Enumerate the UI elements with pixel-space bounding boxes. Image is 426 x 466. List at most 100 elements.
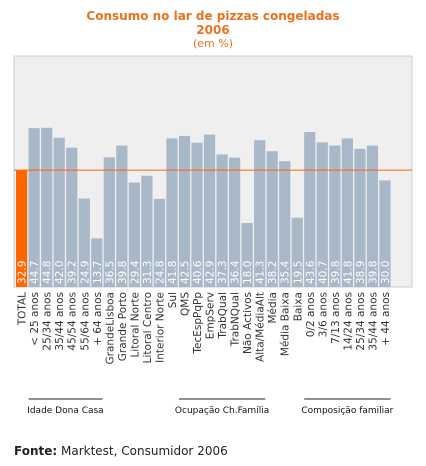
data-label: 31.3 bbox=[142, 261, 154, 284]
bar bbox=[291, 217, 303, 287]
data-label: 38.2 bbox=[267, 261, 279, 284]
bar bbox=[366, 145, 379, 287]
category-label: Litoral Norte bbox=[129, 292, 141, 358]
category-label: + 64 anos bbox=[92, 292, 104, 346]
data-label: 39.8 bbox=[330, 261, 342, 284]
source-label: Fonte: bbox=[14, 444, 58, 458]
category-label: 7/13 anos bbox=[330, 292, 342, 344]
data-label: 29.4 bbox=[129, 260, 141, 284]
category-label: < 25 anos bbox=[29, 292, 41, 346]
bar bbox=[203, 134, 216, 287]
data-label: 42.0 bbox=[54, 261, 66, 284]
category-label: 14/24 anos bbox=[342, 292, 354, 351]
data-label: 32.9 bbox=[17, 261, 29, 284]
bar bbox=[316, 142, 328, 287]
bar-total bbox=[16, 170, 28, 287]
data-label: 39.8 bbox=[117, 261, 129, 284]
bar bbox=[141, 175, 153, 287]
bar bbox=[329, 145, 341, 287]
category-label: 55/64 anos bbox=[79, 292, 91, 351]
category-label: Não Activos bbox=[242, 292, 254, 354]
category-label: EmpServ bbox=[205, 292, 217, 339]
chart-subtitle: 2006 bbox=[196, 23, 230, 37]
group-label: Ocupação Ch.Família bbox=[175, 406, 269, 416]
data-label: 30.0 bbox=[380, 261, 392, 284]
data-label: 24.8 bbox=[154, 261, 166, 284]
source-text: Marktest, Consumidor 2006 bbox=[61, 444, 228, 458]
bar bbox=[341, 138, 353, 287]
data-label: 37.3 bbox=[217, 261, 229, 284]
data-label: 44.8 bbox=[42, 261, 54, 284]
category-label: Baixa bbox=[292, 292, 304, 321]
category-label: 35/44 anos bbox=[367, 292, 379, 351]
bar bbox=[254, 140, 266, 287]
category-label: Sul bbox=[167, 292, 179, 308]
bar bbox=[103, 157, 115, 287]
bar bbox=[116, 145, 128, 287]
bar bbox=[178, 135, 191, 287]
data-label: 36.5 bbox=[104, 261, 116, 284]
category-label: TrabQual bbox=[217, 292, 229, 340]
bar bbox=[266, 151, 278, 287]
category-label: TecEspPqPp bbox=[192, 292, 204, 355]
bar bbox=[304, 132, 316, 287]
chart-title: Consumo no lar de pizzas congeladas bbox=[86, 9, 340, 23]
bar bbox=[128, 182, 140, 287]
data-label: 43.6 bbox=[305, 260, 317, 284]
data-label: 38.9 bbox=[355, 261, 367, 284]
bar bbox=[166, 138, 178, 287]
group-label: Idade Dona Casa bbox=[27, 406, 104, 416]
category-label: Alta/MédiaAlt bbox=[255, 292, 267, 362]
data-label: 39.2 bbox=[67, 261, 79, 284]
data-label: 18.0 bbox=[242, 261, 254, 284]
category-label: Interior Norte bbox=[154, 292, 166, 363]
bar bbox=[153, 198, 166, 287]
bar bbox=[241, 223, 253, 287]
data-label: 24.9 bbox=[79, 261, 91, 284]
data-label: 40.7 bbox=[317, 261, 329, 284]
bar bbox=[191, 142, 203, 287]
bar bbox=[279, 161, 291, 287]
bar bbox=[354, 148, 366, 287]
category-label: 25/34 anos bbox=[42, 292, 54, 351]
data-label: 44.7 bbox=[29, 261, 41, 284]
category-label: + 44 anos bbox=[380, 292, 392, 346]
bar bbox=[66, 147, 78, 287]
data-label: 39.8 bbox=[367, 261, 379, 284]
bar bbox=[216, 154, 228, 287]
chart-unit-label: (em %) bbox=[192, 37, 233, 50]
bar bbox=[53, 137, 65, 287]
bar bbox=[379, 180, 391, 287]
category-label: GrandeLisboa bbox=[104, 292, 116, 364]
category-label: Média bbox=[267, 292, 279, 324]
category-label: TOTAL bbox=[17, 292, 29, 326]
source-note: Fonte: Marktest, Consumidor 2006 bbox=[14, 444, 228, 458]
bar bbox=[28, 128, 40, 287]
category-label: TrabNQual bbox=[230, 292, 242, 347]
data-label: 40.6 bbox=[192, 260, 204, 284]
category-label: 35/44 anos bbox=[54, 292, 66, 351]
category-label: 0/2 anos bbox=[305, 292, 317, 337]
bar bbox=[229, 157, 241, 287]
data-label: 41.8 bbox=[342, 261, 354, 284]
category-label: Grande Porto bbox=[117, 292, 129, 361]
category-label: 25/34 anos bbox=[355, 292, 367, 351]
category-label: 45/54 anos bbox=[67, 292, 79, 351]
category-label: 3/6 anos bbox=[317, 292, 329, 337]
data-label: 42.9 bbox=[205, 261, 217, 284]
data-label: 41.3 bbox=[255, 261, 267, 284]
data-label: 19.5 bbox=[292, 261, 304, 284]
bar bbox=[91, 238, 103, 287]
bar bbox=[78, 198, 90, 287]
bar bbox=[41, 127, 53, 287]
category-label: Litoral Centro bbox=[142, 292, 154, 363]
category-label: QMS bbox=[179, 292, 191, 316]
data-label: 35.4 bbox=[280, 260, 292, 284]
data-label: 36.4 bbox=[230, 260, 242, 284]
category-label: Média Baixa bbox=[280, 292, 292, 356]
data-label: 41.8 bbox=[167, 261, 179, 284]
group-label: Composição familiar bbox=[301, 406, 393, 416]
data-label: 42.5 bbox=[179, 261, 191, 284]
